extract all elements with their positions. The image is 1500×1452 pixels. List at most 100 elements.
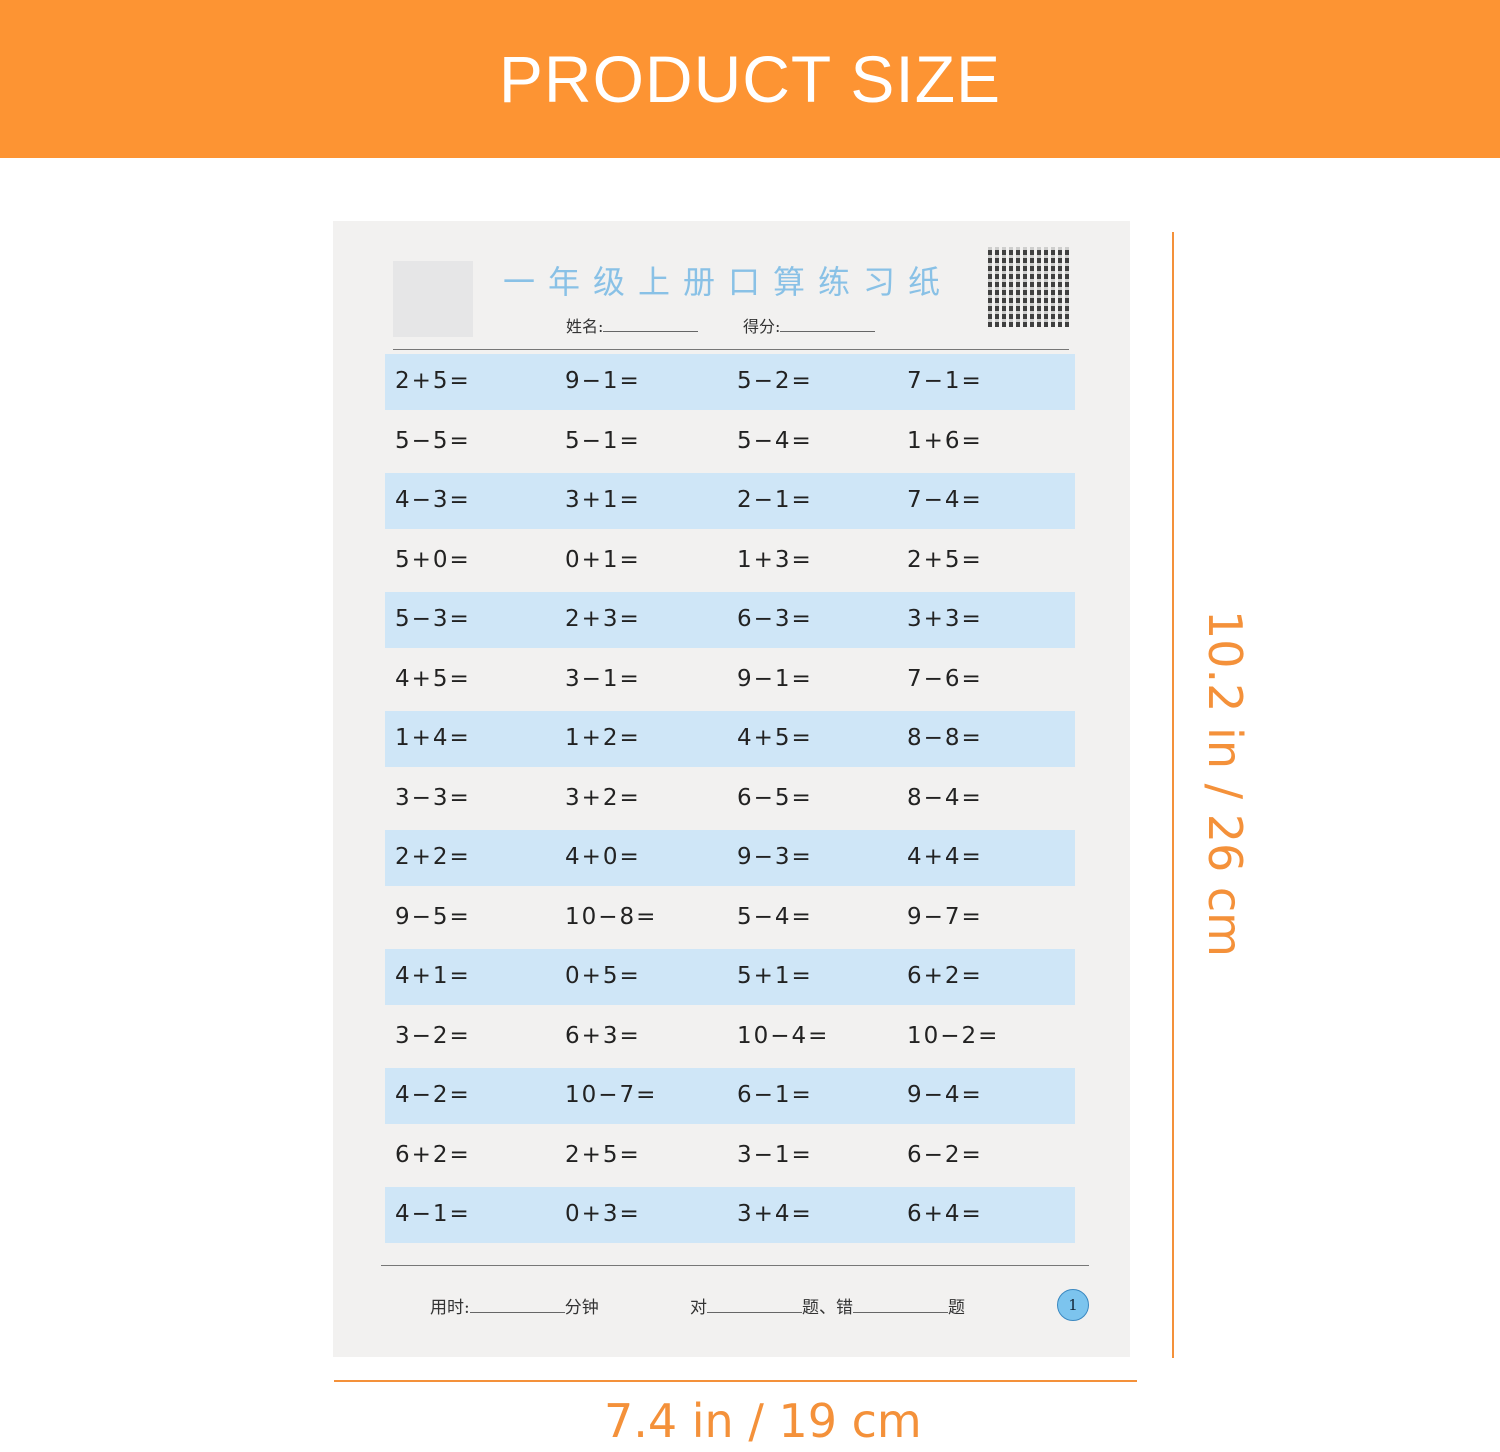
problem-row: 4+5= 3−1= 9−1= 7−6= — [385, 652, 1075, 708]
problem-row: 5+0= 0+1= 1+3= 2+5= — [385, 533, 1075, 589]
math-problem: 10−8= — [565, 903, 658, 930]
math-problem: 0+5= — [565, 963, 641, 989]
width-label: 7.4 in / 19 cm — [604, 1394, 922, 1448]
math-problem: 3+3= — [907, 606, 983, 632]
math-problem: 3+4= — [737, 1201, 813, 1227]
math-problem: 9−4= — [907, 1082, 983, 1108]
math-problem: 4−2= — [395, 1082, 471, 1108]
math-problem: 5−4= — [737, 427, 813, 454]
math-problem: 10−7= — [565, 1082, 658, 1108]
math-problem: 6+4= — [907, 1201, 983, 1227]
result-field: 对 题、错 题 — [690, 1293, 965, 1318]
page-number-badge: 1 — [1057, 1289, 1089, 1321]
time-label: 用时: — [430, 1298, 470, 1318]
math-problem: 2+5= — [395, 368, 471, 394]
math-problem: 5−4= — [737, 903, 813, 930]
math-problem: 6−3= — [737, 606, 813, 632]
problem-row: 9−5= 10−8= 5−4= 9−7= — [385, 890, 1075, 946]
math-problem: 7−1= — [907, 368, 983, 394]
problem-row: 4−3= 3+1= 2−1= 7−4= — [385, 473, 1075, 529]
minutes-label: 分钟 — [564, 1298, 599, 1318]
worksheet-title: 一年级上册口算练习纸 — [503, 263, 954, 301]
math-problem: 6−1= — [737, 1082, 813, 1108]
math-problem: 5−5= — [395, 427, 471, 454]
math-problem: 10−2= — [907, 1022, 1000, 1049]
math-problem: 2−1= — [737, 487, 813, 513]
correct-line — [707, 1298, 802, 1313]
math-problem: 3−1= — [737, 1141, 813, 1168]
time-field: 用时: 分钟 — [430, 1293, 599, 1318]
math-problem: 6+3= — [565, 1022, 641, 1049]
name-field: 姓名: — [566, 313, 699, 337]
math-problem: 5−1= — [565, 427, 641, 454]
math-problem: 10−4= — [737, 1022, 830, 1049]
height-arrow — [1172, 232, 1174, 1358]
math-problem: 8−8= — [907, 725, 983, 751]
math-problem: 7−4= — [907, 487, 983, 513]
math-problem: 4−1= — [395, 1201, 471, 1227]
problem-row: 2+2= 4+0= 9−3= 4+4= — [385, 830, 1075, 886]
divider — [381, 1265, 1089, 1266]
math-problem: 2+5= — [565, 1141, 641, 1168]
problem-row: 3−2= 6+3= 10−4= 10−2= — [385, 1009, 1075, 1065]
math-problem: 3−1= — [565, 665, 641, 692]
math-problem: 0+3= — [565, 1201, 641, 1227]
problem-row: 4+1= 0+5= 5+1= 6+2= — [385, 949, 1075, 1005]
problem-row: 1+4= 1+2= 4+5= 8−8= — [385, 711, 1075, 767]
math-problem: 3+1= — [565, 487, 641, 513]
math-problem: 4+5= — [737, 725, 813, 751]
banner: PRODUCT SIZE — [0, 0, 1500, 158]
height-label: 10.2 in / 26 cm — [1198, 610, 1252, 957]
math-problem: 3+2= — [565, 784, 641, 811]
correct-label: 对 — [690, 1298, 707, 1318]
math-problem: 4+1= — [395, 963, 471, 989]
problem-row: 5−5= 5−1= 5−4= 1+6= — [385, 414, 1075, 470]
name-line — [603, 317, 699, 332]
score-line — [780, 317, 876, 332]
math-problem: 0+1= — [565, 546, 641, 573]
questions-label: 题 — [948, 1298, 965, 1318]
math-problem: 5−2= — [737, 368, 813, 394]
worksheet: 一年级上册口算练习纸 姓名: 得分: 2+5= 9−1= 5−2= 7−1= 5−5= 5… — [333, 221, 1130, 1357]
math-problem: 5+1= — [737, 963, 813, 989]
math-problem: 8−4= — [907, 784, 983, 811]
math-problem: 2+5= — [907, 546, 983, 573]
wrong-label: 题、错 — [802, 1298, 853, 1318]
math-problem: 5−3= — [395, 606, 471, 632]
problem-row: 2+5= 9−1= 5−2= 7−1= — [385, 354, 1075, 410]
math-problem: 9−1= — [737, 665, 813, 692]
problem-row: 3−3= 3+2= 6−5= 8−4= — [385, 771, 1075, 827]
math-problem: 4+0= — [565, 844, 641, 870]
math-problem: 2+2= — [395, 844, 471, 870]
wrong-line — [853, 1298, 948, 1313]
problem-row: 4−1= 0+3= 3+4= 6+4= — [385, 1187, 1075, 1243]
score-label: 得分: — [743, 317, 781, 336]
width-arrow — [334, 1380, 1137, 1382]
faint-qr-code — [393, 261, 473, 337]
math-problem: 1+3= — [737, 546, 813, 573]
problem-row: 4−2= 10−7= 6−1= 9−4= — [385, 1068, 1075, 1124]
math-problem: 7−6= — [907, 665, 983, 692]
math-problem: 6+2= — [395, 1141, 471, 1168]
math-problem: 3−2= — [395, 1022, 471, 1049]
math-problem: 6+2= — [907, 963, 983, 989]
math-problem: 5+0= — [395, 546, 471, 573]
problem-row: 6+2= 2+5= 3−1= 6−2= — [385, 1128, 1075, 1184]
math-problem: 1+6= — [907, 427, 983, 454]
qr-code-icon — [988, 247, 1070, 327]
math-problem: 4−3= — [395, 487, 471, 513]
problem-row: 5−3= 2+3= 6−3= 3+3= — [385, 592, 1075, 648]
banner-title: PRODUCT SIZE — [498, 42, 1002, 116]
math-problem: 2+3= — [565, 606, 641, 632]
math-problem: 1+4= — [395, 725, 471, 751]
math-problem: 9−5= — [395, 903, 471, 930]
math-problem: 6−2= — [907, 1141, 983, 1168]
math-problem: 6−5= — [737, 784, 813, 811]
time-line — [469, 1298, 565, 1313]
math-problem: 4+5= — [395, 665, 471, 692]
math-problem: 3−3= — [395, 784, 471, 811]
math-problem: 4+4= — [907, 844, 983, 870]
math-problem: 9−1= — [565, 368, 641, 394]
divider — [393, 349, 1069, 350]
score-field: 得分: — [743, 313, 876, 337]
